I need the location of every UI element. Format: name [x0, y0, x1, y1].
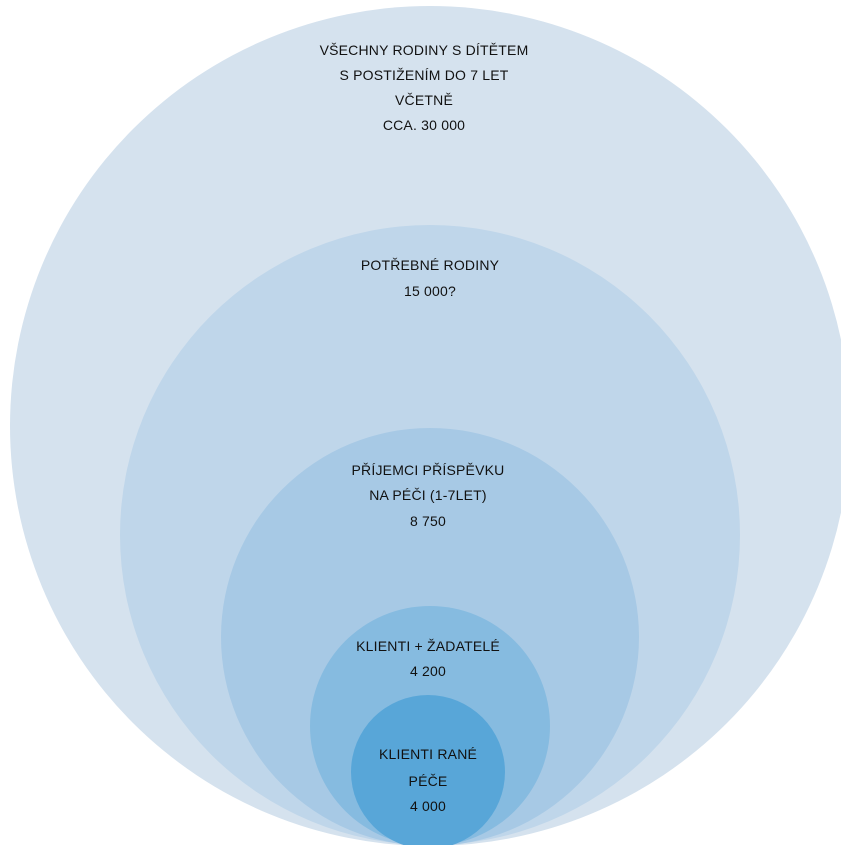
label-clients-applicants-line-1: KLIENTI + ŽADATELÉ [356, 638, 500, 654]
label-early-care-line-1: KLIENTI RANÉ [379, 746, 477, 762]
label-all-families-line-2: S POSTIŽENÍM DO 7 LET [339, 67, 508, 83]
label-early-care-line-2: PÉČE [409, 773, 448, 789]
label-all-families-line-4: CCA. 30 000 [383, 117, 465, 133]
label-needy-families-line-2: 15 000? [404, 283, 456, 299]
label-all-families-line-1: VŠECHNY RODINY S DÍTĚTEM [320, 42, 529, 58]
label-care-allowance-line-2: NA PÉČI (1-7LET) [369, 487, 487, 503]
label-care-allowance-line-1: PŘÍJEMCI PŘÍSPĚVKU [352, 462, 505, 478]
label-all-families-line-3: VČETNĚ [395, 92, 453, 108]
label-clients-applicants-line-2: 4 200 [410, 663, 446, 679]
label-care-allowance-line-3: 8 750 [410, 513, 446, 529]
circle-early-care-clients [351, 695, 505, 845]
label-early-care-line-3: 4 000 [410, 798, 446, 814]
label-needy-families-line-1: POTŘEBNÉ RODINY [361, 257, 500, 273]
